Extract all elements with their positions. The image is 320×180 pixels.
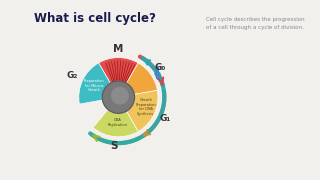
Text: Growth
Preparation
for DNA
Synthesis: Growth Preparation for DNA Synthesis [135,98,156,116]
Text: G₀: G₀ [155,63,166,72]
Text: G₁: G₁ [159,114,171,123]
Text: of a cell through a cycle of division.: of a cell through a cycle of division. [206,25,304,30]
Circle shape [102,81,135,113]
Text: Preparation
for Mitosis
Growth: Preparation for Mitosis Growth [84,80,105,92]
Text: DNA
Replication: DNA Replication [107,118,127,127]
Text: M: M [113,44,124,54]
Text: G₂: G₂ [66,71,77,80]
Wedge shape [79,63,110,104]
Wedge shape [126,63,157,94]
Text: What is cell cycle?: What is cell cycle? [34,12,156,25]
Text: S: S [110,141,118,151]
Wedge shape [99,58,138,83]
Wedge shape [93,110,138,137]
Text: Cell cycle describes the progression: Cell cycle describes the progression [206,17,304,22]
Circle shape [111,87,129,105]
Wedge shape [126,90,158,132]
